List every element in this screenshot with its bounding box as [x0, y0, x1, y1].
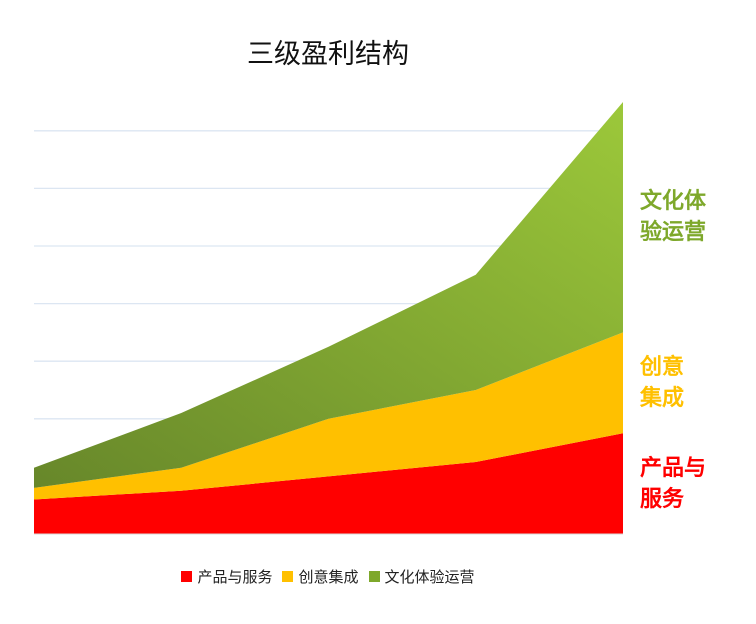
side-label-culture: 文化体 验运营: [640, 186, 706, 248]
legend-item-culture: 文化体验运营: [368, 566, 475, 587]
side-label-product-line: 产品与: [640, 455, 707, 481]
legend: 产品与服务 创意集成 文化体验运营: [0, 566, 656, 587]
side-label-culture-line: 文化体: [640, 189, 707, 215]
legend-item-creative: 创意集成: [282, 566, 359, 587]
side-label-culture-line: 验运营: [640, 220, 707, 246]
side-label-creative: 创意 集成: [640, 352, 684, 414]
area-creative: [34, 332, 623, 500]
area-series: [34, 102, 623, 534]
side-label-product-line: 服务: [640, 486, 685, 512]
legend-swatch-creative: [282, 571, 294, 582]
legend-label-culture: 文化体验运营: [384, 568, 475, 586]
side-label-creative-line: 集成: [640, 385, 685, 411]
side-label-creative-line: 创意: [640, 354, 685, 380]
legend-label-creative: 创意集成: [298, 568, 359, 586]
legend-item-product: 产品与服务: [181, 566, 272, 587]
area-culture: [34, 102, 623, 488]
area-product: [34, 433, 623, 534]
chart-title: 三级盈利结构: [247, 39, 409, 70]
side-label-product: 产品与 服务: [640, 453, 706, 515]
legend-swatch-product: [181, 571, 193, 582]
legend-swatch-culture: [368, 571, 380, 582]
legend-label-product: 产品与服务: [197, 568, 273, 586]
